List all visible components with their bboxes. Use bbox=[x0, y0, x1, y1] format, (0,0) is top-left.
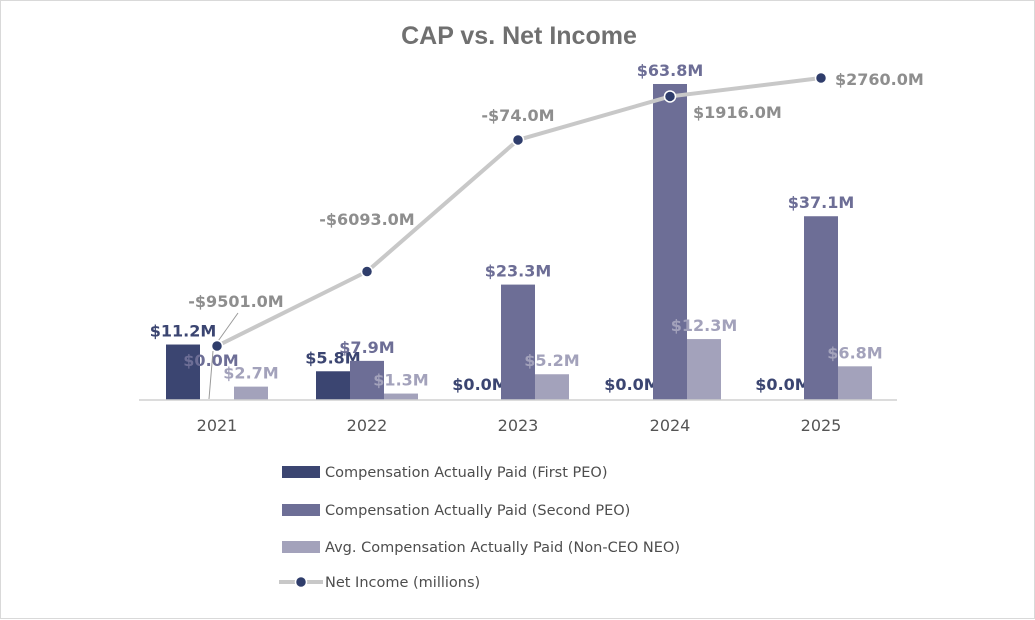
bar-1-2022 bbox=[316, 371, 350, 400]
net-income-point-2024 bbox=[663, 90, 677, 103]
bar-3-2024 bbox=[687, 339, 721, 400]
legend-swatch-1 bbox=[282, 466, 320, 478]
bar-label-1-2025: $0.0M bbox=[755, 375, 810, 394]
bar-label-2-2025: $37.1M bbox=[788, 193, 855, 212]
net-income-leader-line bbox=[215, 312, 239, 345]
bar-2-2023 bbox=[501, 284, 535, 400]
bar-label-3-2024: $12.3M bbox=[671, 316, 738, 335]
x-tick-2024: 2024 bbox=[650, 416, 691, 435]
bar-label-2-2024: $63.8M bbox=[637, 61, 704, 80]
bar-1-2021 bbox=[166, 344, 200, 400]
legend: Compensation Actually Paid (First PEO) Co… bbox=[279, 465, 680, 591]
bar-2-2022 bbox=[350, 360, 384, 400]
legend-label-net-income: Net Income (millions) bbox=[325, 575, 480, 591]
net-income-label-2022: -$6093.0M bbox=[319, 210, 414, 229]
net-income-point-2023 bbox=[511, 133, 525, 147]
bar-label-2-2022: $7.9M bbox=[339, 338, 394, 357]
bar-label-1-2024: $0.0M bbox=[604, 375, 659, 394]
bar-2-2024 bbox=[653, 83, 687, 400]
legend-label-3: Avg. Compensation Actually Paid (Non-CEO… bbox=[325, 540, 680, 556]
bar-3-2023 bbox=[535, 374, 569, 400]
chart-title: CAP vs. Net Income bbox=[401, 22, 637, 50]
bar-3-2022 bbox=[384, 393, 418, 400]
bar-label-1-2022: $5.8M bbox=[305, 348, 360, 367]
bar-2-2025 bbox=[804, 216, 838, 400]
bars-layer: $11.2M$0.0M$2.7M$5.8M$7.9M$1.3M $0.0M$23.… bbox=[150, 61, 883, 400]
legend-label-2: Compensation Actually Paid (Second PEO) bbox=[325, 503, 630, 519]
legend-label-1: Compensation Actually Paid (First PEO) bbox=[325, 465, 607, 481]
legend-swatch-3 bbox=[282, 541, 320, 553]
bar-label-2-2021: $0.0M bbox=[183, 351, 238, 370]
bar-3-2025 bbox=[838, 366, 872, 400]
net-income-label-2024: $1916.0M bbox=[693, 103, 782, 122]
x-tick-2022: 2022 bbox=[347, 416, 388, 435]
x-tick-labels: 2021 2022 2023 2024 2025 bbox=[197, 416, 842, 435]
net-income-label-2023: -$74.0M bbox=[481, 106, 554, 125]
net-income-label-2025: $2760.0M bbox=[835, 70, 924, 89]
bar-3-2021 bbox=[234, 386, 268, 400]
legend-swatch-2 bbox=[282, 504, 320, 516]
bar-label-3-2021: $2.7M bbox=[223, 364, 278, 383]
net-income-line-layer: -$9501.0M -$6093.0M -$74.0M $1916.0M $2760.0… bbox=[188, 70, 924, 400]
net-income-label-2021: -$9501.0M bbox=[188, 292, 283, 311]
x-tick-2023: 2023 bbox=[498, 416, 539, 435]
net-income-point-2022 bbox=[360, 265, 374, 278]
net-income-point-2021 bbox=[210, 339, 224, 353]
x-tick-2025: 2025 bbox=[801, 416, 842, 435]
zero-label-leader-line bbox=[208, 350, 214, 400]
legend-line-marker bbox=[294, 575, 308, 589]
x-tick-2021: 2021 bbox=[197, 416, 238, 435]
bar-label-2-2023: $23.3M bbox=[485, 262, 552, 281]
bar-label-3-2022: $1.3M bbox=[373, 371, 428, 390]
bar-label-3-2025: $6.8M bbox=[827, 343, 882, 362]
bar-label-3-2023: $5.2M bbox=[524, 351, 579, 370]
net-income-point-2025 bbox=[814, 71, 828, 85]
bar-label-1-2021: $11.2M bbox=[150, 322, 217, 341]
bar-label-1-2023: $0.0M bbox=[452, 375, 507, 394]
